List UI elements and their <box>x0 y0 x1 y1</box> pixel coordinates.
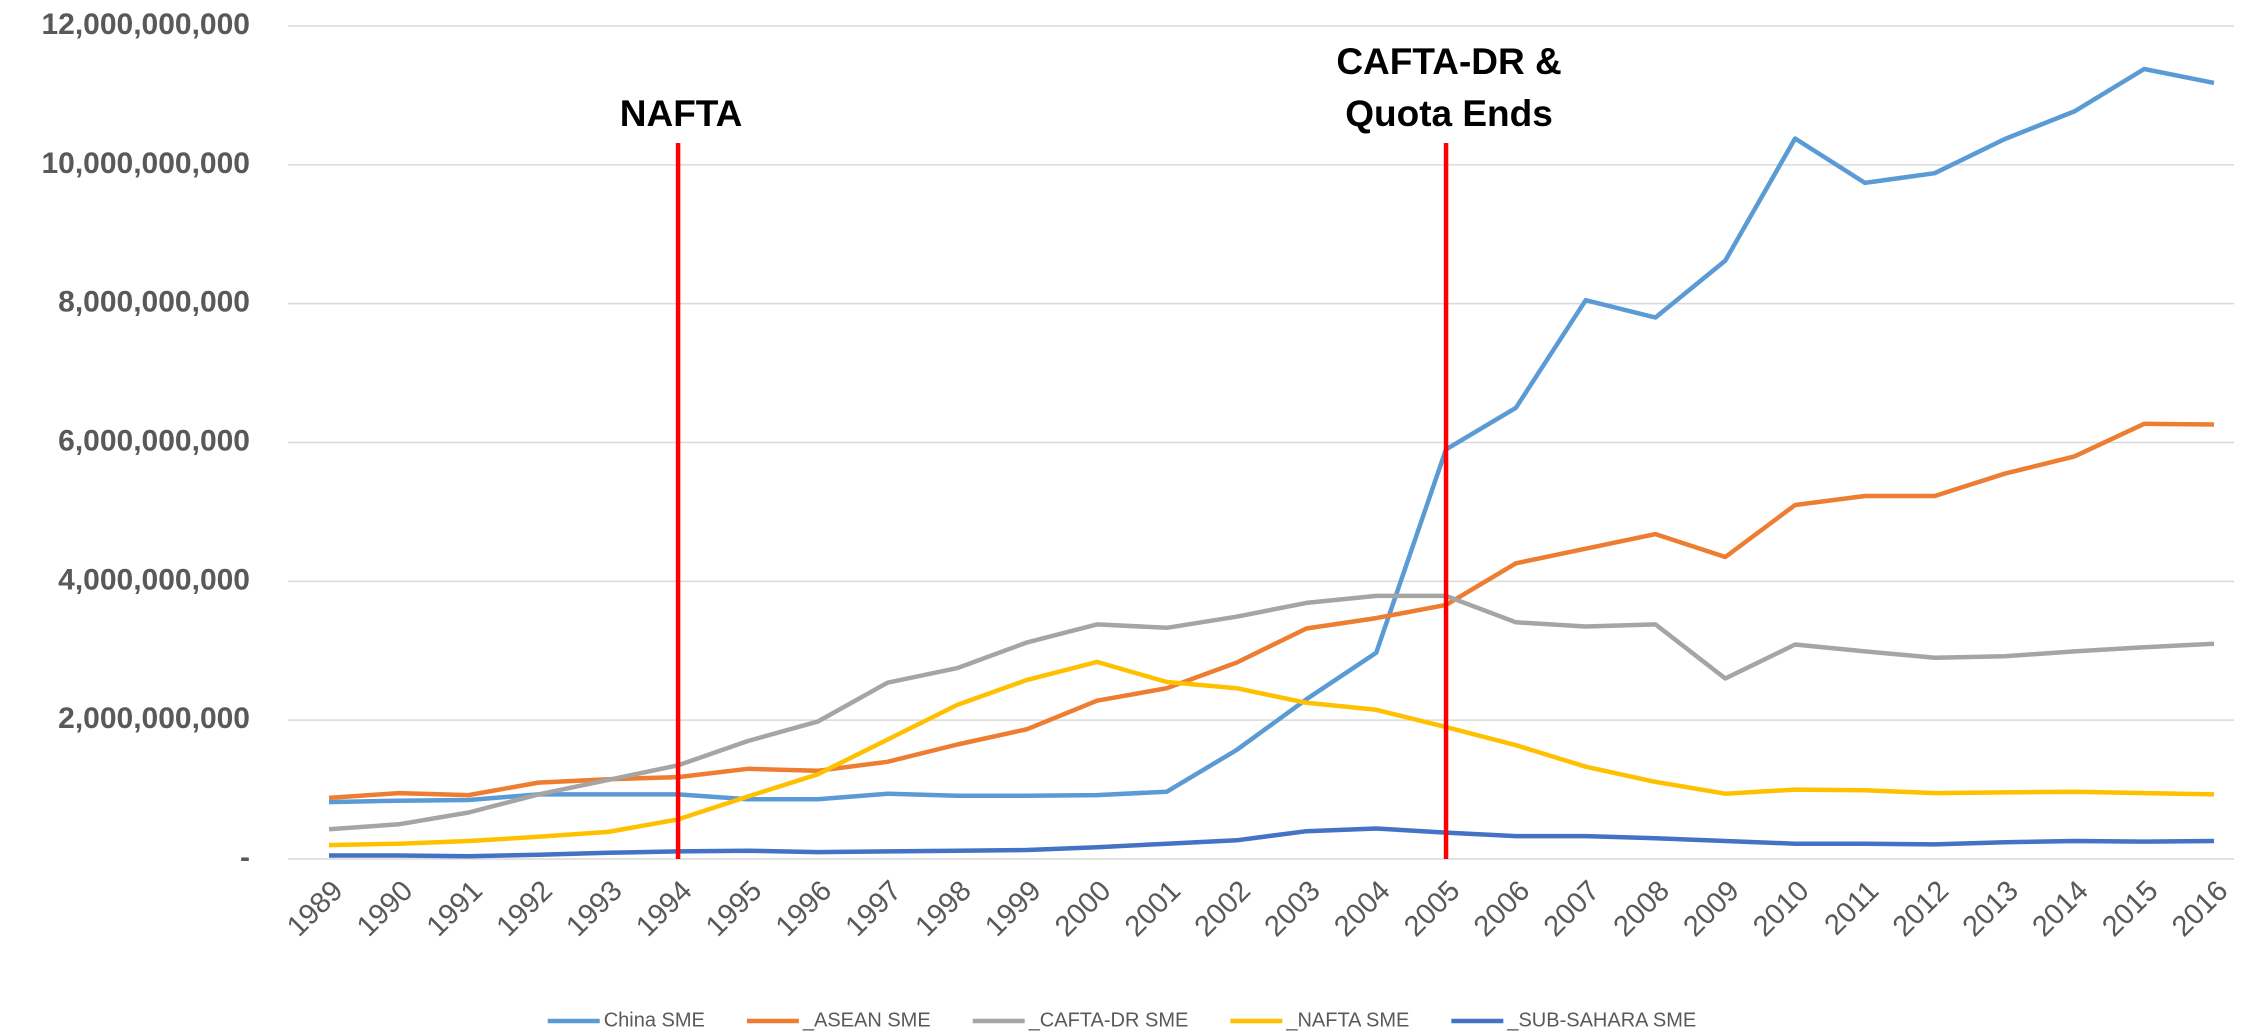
y-tick-label: 2,000,000,000 <box>58 702 250 735</box>
x-tick-label: 2007 <box>1538 875 1606 943</box>
annotation-text: CAFTA-DR & <box>1336 41 1561 82</box>
x-tick-label: 2009 <box>1677 875 1745 943</box>
y-tick-label: 4,000,000,000 <box>58 563 250 596</box>
series-line <box>328 659 2215 848</box>
x-tick-label: 1996 <box>770 875 838 943</box>
x-tick-label: 1991 <box>421 875 489 943</box>
legend-label: _SUB-SAHARA SME <box>1506 1009 1696 1031</box>
legend-label: China SME <box>604 1009 705 1031</box>
x-tick-label: 2006 <box>1468 875 1536 943</box>
x-tick-label: 2002 <box>1189 875 1257 943</box>
x-tick-label: 2014 <box>2026 875 2094 943</box>
x-tick-label: 1997 <box>840 875 908 943</box>
x-tick-label: 1998 <box>909 875 977 943</box>
annotation-text: Quota Ends <box>1345 93 1553 134</box>
x-tick-label: 2013 <box>1957 875 2025 943</box>
x-tick-label: 2010 <box>1747 875 1815 943</box>
legend-label: _CAFTA-DR SME <box>1028 1009 1189 1031</box>
x-tick-label: 1999 <box>979 875 1047 943</box>
x-tick-label: 1994 <box>630 875 698 943</box>
x-tick-label: 2015 <box>2096 875 2164 943</box>
legend-label: _ASEAN SME <box>802 1009 931 1031</box>
series-line <box>328 593 2215 832</box>
series-line <box>329 826 2215 859</box>
y-tick-label: 12,000,000,000 <box>41 8 250 41</box>
x-tick-label: 1990 <box>351 875 419 943</box>
y-tick-label: 6,000,000,000 <box>58 424 250 457</box>
x-tick-label: 1992 <box>491 875 559 943</box>
x-tick-label: 1995 <box>700 875 768 943</box>
legend: China SME _ASEAN SME _CAFTA-DR SME _NAFTA S… <box>547 1009 1696 1031</box>
x-tick-label: 2008 <box>1608 875 1676 943</box>
x-tick-label: 2005 <box>1398 875 1466 943</box>
x-tick-label: 2011 <box>1819 875 1886 942</box>
x-tick-label: 2004 <box>1328 875 1396 943</box>
x-tick-label: 2001 <box>1119 875 1187 943</box>
series-line <box>328 421 2215 801</box>
legend-label: _NAFTA SME <box>1285 1009 1409 1031</box>
y-tick-label: 8,000,000,000 <box>58 286 250 319</box>
x-tick-label: 2012 <box>1887 875 1955 943</box>
x-tick-label: 2000 <box>1049 875 1117 943</box>
x-tick-label: 1993 <box>560 875 628 943</box>
series-line <box>328 66 2215 805</box>
y-tick-label: 10,000,000,000 <box>41 147 250 180</box>
y-tick-label: - <box>240 841 250 874</box>
x-tick-label: 2016 <box>2166 875 2234 943</box>
x-tick-label: 1989 <box>281 875 349 943</box>
x-tick-label: 2003 <box>1259 875 1327 943</box>
annotation-text: NAFTA <box>620 93 743 134</box>
